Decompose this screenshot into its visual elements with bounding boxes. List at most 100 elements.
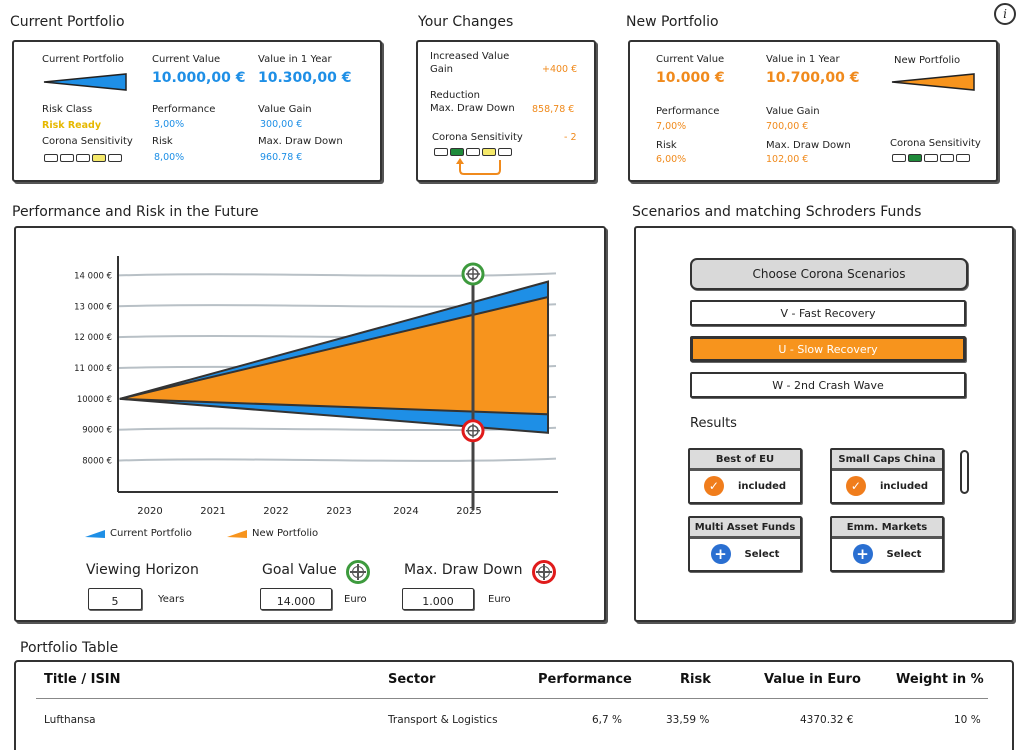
risk-label: Risk [152, 136, 173, 147]
corona-sensitivity-meter [44, 154, 122, 162]
risk-class-label: Risk Class [42, 104, 93, 115]
max-drawdown-value: 960.78 € [260, 152, 303, 163]
corona-sensitivity-meter [892, 154, 970, 162]
fund-select-label: Select [886, 548, 922, 560]
y-tick-label: 8000 € [82, 457, 112, 467]
value-gain-value: 300,00 € [260, 119, 303, 130]
x-tick-label: 2025 [456, 506, 481, 517]
x-tick-label: 2023 [326, 506, 351, 517]
portfolio-table-title: Portfolio Table [20, 640, 119, 656]
col-header-risk: Risk [680, 672, 711, 687]
legend-new-portfolio: New Portfolio [226, 528, 318, 539]
goal-value-input[interactable]: 14.000 [260, 588, 332, 610]
results-scrollbar[interactable] [960, 450, 969, 494]
current-portfolio-panel: Current Portfolio Current Value 10.000,0… [12, 40, 382, 182]
risk-label: Risk [656, 140, 677, 151]
current-value-label: Current Value [152, 54, 221, 65]
performance-label: Performance [656, 106, 720, 117]
check-icon: ✓ [703, 476, 724, 496]
goal-value-label: Goal Value [262, 562, 337, 578]
col-header-title: Title / ISIN [44, 672, 121, 687]
info-icon[interactable]: i [994, 3, 1016, 25]
value-gain-label: Value Gain [766, 106, 820, 117]
current-portfolio-label: Current Portfolio [42, 54, 124, 65]
fund-card-multi-asset-funds[interactable]: Multi Asset Funds + Select [688, 516, 802, 572]
current-value: 10.000 € [656, 70, 725, 86]
reduction-label: Reduction [430, 90, 480, 101]
sensitivity-cell [498, 148, 512, 156]
new-portfolio-title: New Portfolio [626, 14, 719, 30]
legend-current-label: Current Portfolio [110, 528, 192, 539]
value-1y-label: Value in 1 Year [258, 54, 332, 65]
choose-scenarios-button[interactable]: Choose Corona Scenarios [690, 258, 968, 290]
col-header-weight: Weight in % [896, 672, 984, 687]
results-label: Results [690, 416, 737, 431]
value-gain-value: 700,00 € [766, 121, 809, 132]
col-header-value: Value in Euro [764, 672, 861, 687]
your-changes-title: Your Changes [418, 14, 514, 30]
x-tick-label: 2021 [200, 506, 225, 517]
max-drawdown-input[interactable]: 1.000 [402, 588, 474, 610]
sensitivity-cell [60, 154, 74, 162]
scenario-v-fast-recovery[interactable]: V - Fast Recovery [690, 300, 966, 326]
sensitivity-cell [434, 148, 448, 156]
cell-performance: 6,7 % [592, 714, 623, 726]
table-row[interactable]: Lufthansa Transport & Logistics 6,7 % 33… [16, 712, 1012, 730]
x-tick-label: 2020 [137, 506, 162, 517]
y-tick-label: 12 000 € [74, 333, 112, 343]
drawdown-unit-label: Euro [488, 594, 511, 605]
sensitivity-cell [466, 148, 480, 156]
increased-gain-value: +400 € [542, 64, 578, 75]
fund-card-best-of-eu[interactable]: Best of EU ✓ included [688, 448, 802, 504]
new-portfolio-area [119, 295, 549, 416]
fund-name: Small Caps China [832, 450, 942, 471]
performance-label: Performance [152, 104, 216, 115]
corona-sensitivity-label: Corona Sensitivity [42, 136, 133, 147]
legend-orange-wedge-icon [227, 529, 247, 538]
viewing-horizon-input[interactable]: 5 [88, 588, 142, 610]
scenarios-title: Scenarios and matching Schroders Funds [632, 204, 922, 220]
performance-value: 7,00% [656, 121, 687, 132]
sensitivity-cell-active [908, 154, 922, 162]
grid-line [117, 272, 557, 277]
change-arrow-icon [456, 158, 501, 175]
cell-sector: Transport & Logistics [388, 714, 498, 726]
risk-value: 6,00% [656, 154, 687, 165]
sensitivity-cell [892, 154, 906, 162]
fund-card-emm-markets[interactable]: Emm. Markets + Select [830, 516, 944, 572]
current-portfolio-wedge-icon [43, 73, 127, 91]
fund-card-small-caps-china[interactable]: Small Caps China ✓ included [830, 448, 944, 504]
viewing-horizon-label: Viewing Horizon [86, 562, 199, 578]
max-drawdown-label: Max. Draw Down [258, 136, 343, 147]
your-changes-panel: Increased Value Gain +400 € Reduction Ma… [416, 40, 596, 182]
chart-section-title: Performance and Risk in the Future [12, 204, 259, 220]
corona-sensitivity-change: - 2 [564, 132, 577, 143]
cell-title: Lufthansa [44, 714, 96, 726]
value-1y: 10.300,00 € [258, 70, 352, 86]
sensitivity-cell-new [450, 148, 464, 156]
y-tick-label: 14 000 € [74, 271, 112, 281]
fund-status: included [737, 480, 787, 492]
value-gain-label: Value Gain [258, 104, 312, 115]
years-label: Years [158, 594, 185, 605]
goal-unit-label: Euro [344, 594, 367, 605]
legend-current-portfolio: Current Portfolio [84, 528, 192, 539]
corona-sensitivity-label: Corona Sensitivity [432, 132, 523, 143]
reduction-drawdown-value: 858,78 € [532, 104, 575, 115]
scenario-u-slow-recovery[interactable]: U - Slow Recovery [690, 336, 966, 362]
legend-blue-wedge-icon [85, 529, 105, 538]
y-tick-label: 10000 € [77, 395, 112, 405]
scenario-w-2nd-crash-wave[interactable]: W - 2nd Crash Wave [690, 372, 966, 398]
sensitivity-cell [956, 154, 970, 162]
x-tick-label: 2024 [393, 506, 418, 517]
goal-target-icon [346, 560, 370, 584]
performance-risk-chart: 14 000 € 13 000 € 12 000 € 11 000 € 10000 € 9… [74, 256, 558, 517]
corona-sensitivity-change-meter [434, 148, 512, 156]
value-1y: 10.700,00 € [766, 70, 860, 86]
check-icon: ✓ [845, 476, 866, 496]
current-value: 10.000,00 € [152, 70, 246, 86]
sensitivity-cell [76, 154, 90, 162]
risk-class-value: Risk Ready [42, 120, 102, 131]
performance-value: 3,00% [154, 119, 185, 130]
portfolio-table: Title / ISIN Sector Performance Risk Val… [14, 660, 1014, 750]
